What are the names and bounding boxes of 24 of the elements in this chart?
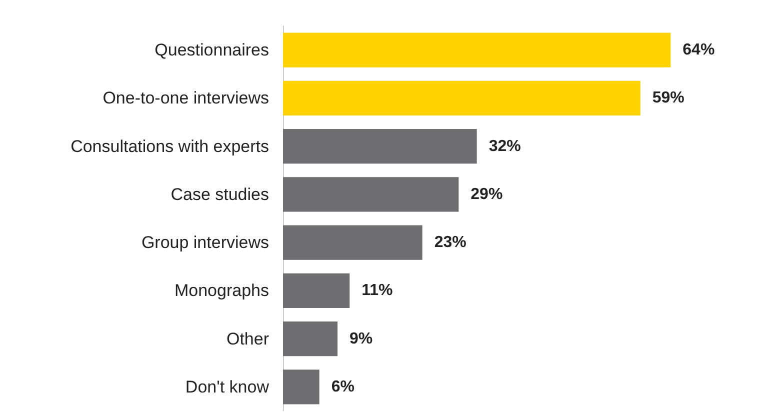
bar bbox=[283, 80, 640, 116]
data-label: 6% bbox=[331, 378, 354, 396]
data-label: 64% bbox=[682, 42, 715, 59]
y-tick-label: Case studies bbox=[170, 184, 269, 204]
bar bbox=[283, 321, 338, 356]
data-label: 9% bbox=[350, 330, 373, 348]
y-tick-label: Monographs bbox=[174, 281, 269, 300]
data-label: 32% bbox=[488, 138, 521, 155]
data-label: 23% bbox=[434, 234, 466, 252]
data-label: 59% bbox=[652, 90, 684, 107]
y-tick-label: One-to-one interviews bbox=[102, 88, 269, 108]
bar bbox=[283, 128, 477, 164]
bar bbox=[283, 273, 350, 308]
y-tick-label: Questionnaires bbox=[154, 40, 269, 60]
bar bbox=[283, 32, 671, 68]
data-label: 29% bbox=[470, 186, 503, 203]
data-label: 11% bbox=[362, 282, 393, 300]
y-tick-label: Other bbox=[226, 329, 270, 348]
y-tick-label: Consultations with experts bbox=[70, 136, 269, 156]
y-tick-label: Don't know bbox=[185, 377, 270, 396]
bar bbox=[283, 225, 422, 260]
y-tick-label: Group interviews bbox=[141, 233, 269, 252]
bar bbox=[283, 370, 320, 404]
bar bbox=[283, 177, 459, 212]
